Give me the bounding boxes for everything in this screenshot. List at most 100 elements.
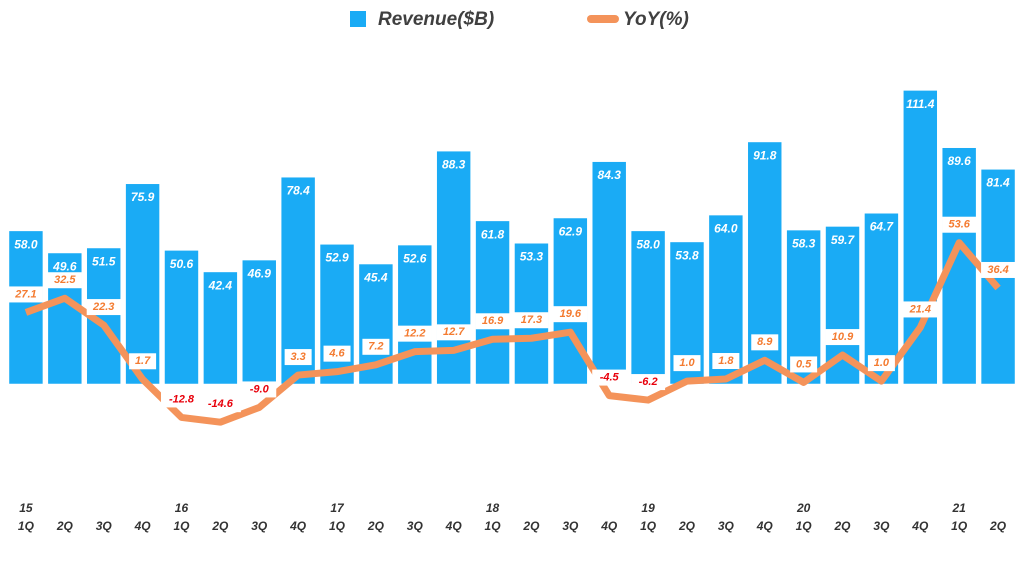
- label-box: [790, 356, 818, 373]
- bar: [592, 161, 626, 384]
- x-tick-label: 4Q: [445, 519, 463, 533]
- x-tick-label: 4Q: [756, 519, 774, 533]
- label-box: [397, 325, 432, 342]
- legend-label: YoY(%): [623, 9, 689, 30]
- x-tick-label: 3Q: [96, 519, 113, 533]
- line-value-label: -14.6: [208, 398, 234, 410]
- x-tick-label: 3Q: [873, 519, 890, 533]
- label-box: [942, 216, 977, 233]
- bar-value-label: 91.8: [753, 148, 777, 162]
- label-box: [47, 272, 82, 289]
- line-value-label: -6.2: [639, 376, 658, 388]
- bar: [242, 260, 276, 384]
- x-tick-label: 4Q: [600, 519, 618, 533]
- line-value-label: 0.5: [796, 358, 812, 370]
- label-box: [514, 312, 549, 329]
- line: [24, 239, 1001, 426]
- label-box: [553, 306, 588, 323]
- line-value-label: 1.7: [135, 355, 151, 367]
- line-value-label: 1.0: [679, 357, 695, 369]
- label-box: [199, 396, 241, 413]
- line-value-label: -9.0: [250, 383, 270, 395]
- line-value-label: 27.1: [14, 288, 36, 300]
- bar-value-label: 59.7: [831, 233, 856, 247]
- x-tick-label: 2Q: [367, 519, 385, 533]
- line-value-label: 1.8: [718, 355, 734, 367]
- x-tick-label: 1Q: [18, 519, 35, 533]
- x-tick-label: 1Q: [640, 519, 657, 533]
- bar-value-label: 46.9: [247, 267, 272, 281]
- label-box: [475, 313, 510, 330]
- label-box: [981, 261, 1016, 278]
- bar-value-label: 45.4: [363, 270, 388, 284]
- bar-value-label: 62.9: [559, 224, 583, 238]
- label-box: [323, 345, 351, 362]
- bar: [164, 250, 199, 384]
- label-box: [592, 369, 627, 386]
- x-tick-label: 3Q: [407, 519, 424, 533]
- bar-value-label: 53.3: [520, 250, 544, 264]
- label-box: [631, 374, 666, 391]
- x-tick-label: 2Q: [522, 519, 540, 533]
- bar-value-label: 75.9: [131, 190, 155, 204]
- label-box: [242, 381, 277, 398]
- x-year-label: 16: [175, 501, 189, 515]
- bar-value-label: 78.4: [286, 184, 310, 198]
- x-tick-label: 1Q: [796, 519, 813, 533]
- line-value-label: 19.6: [560, 308, 582, 320]
- label-box: [436, 324, 471, 341]
- label-box: [867, 355, 895, 372]
- x-year-label: 19: [641, 501, 655, 515]
- x-tick-label: 2Q: [211, 519, 229, 533]
- bar-value-label: 89.6: [947, 154, 971, 168]
- line-value-label: 7.2: [368, 341, 383, 353]
- x-tick-label: 2Q: [989, 519, 1007, 533]
- line-value-label: 21.4: [909, 303, 931, 315]
- x-year-label: 18: [486, 501, 500, 515]
- bar-value-label: 111.4: [906, 97, 935, 111]
- line-value-label: 12.7: [443, 326, 465, 338]
- bar: [475, 221, 510, 384]
- x-tick-label: 1Q: [173, 519, 190, 533]
- label-box: [129, 353, 157, 370]
- bar: [320, 244, 354, 384]
- x-tick-label: 4Q: [134, 519, 152, 533]
- line-value-label: 36.4: [987, 264, 1008, 276]
- label-box: [284, 349, 312, 366]
- x-tick-label: 4Q: [289, 519, 307, 533]
- bar-value-label: 61.8: [481, 227, 505, 241]
- line-value-label: 1.0: [874, 357, 890, 369]
- bar-value-label: 81.4: [986, 176, 1010, 190]
- label-box: [86, 299, 121, 316]
- bar: [203, 272, 238, 384]
- bar-value-label: 42.4: [208, 278, 233, 292]
- x-tick-label: 1Q: [951, 519, 968, 533]
- line-value-label: 16.9: [482, 315, 504, 327]
- x-tick-label: 3Q: [718, 519, 735, 533]
- bar-value-label: 64.0: [714, 222, 738, 236]
- bar-value-label: 53.8: [675, 248, 699, 262]
- label-box: [673, 355, 701, 372]
- line-value-label: 22.3: [92, 301, 114, 313]
- bar-value-label: 52.9: [325, 251, 349, 265]
- bar: [553, 218, 588, 384]
- line-value-label: 4.6: [328, 348, 345, 360]
- bar-value-label: 58.3: [792, 237, 816, 251]
- bar-value-label: 84.3: [598, 168, 622, 182]
- x-year-label: 17: [330, 501, 345, 515]
- x-tick-label: 3Q: [562, 519, 579, 533]
- label-box: [362, 338, 390, 355]
- bar-value-label: 58.0: [636, 237, 660, 251]
- line-value-label: 10.9: [832, 331, 854, 343]
- bar-value-label: 50.6: [170, 257, 194, 271]
- bar-value-label: 64.7: [870, 220, 895, 234]
- x-tick-label: 2Q: [834, 519, 852, 533]
- label-box: [825, 329, 860, 346]
- legend-swatch: [350, 11, 366, 27]
- x-tick-label: 1Q: [329, 519, 346, 533]
- bar-value-label: 52.6: [403, 252, 427, 266]
- x-tick-label: 2Q: [678, 519, 696, 533]
- bar: [631, 231, 665, 384]
- x-tick-label: 2Q: [56, 519, 74, 533]
- line-value-label: 17.3: [521, 314, 542, 326]
